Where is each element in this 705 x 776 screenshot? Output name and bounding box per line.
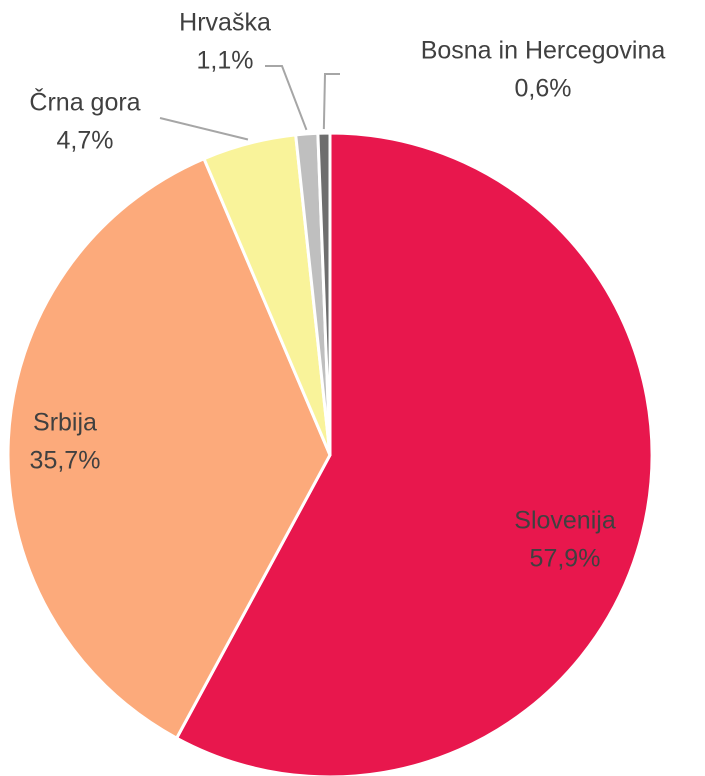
slice-label: Bosna in Hercegovina <box>421 37 666 65</box>
leader-line <box>159 117 249 141</box>
slice-value-label: 1,1% <box>197 47 254 75</box>
pie-slice <box>174 131 654 776</box>
slice-label: Črna gora <box>29 88 140 117</box>
leader-line <box>322 73 340 130</box>
slice-value-label: 0,6% <box>515 75 572 103</box>
slice-label: Slovenija <box>514 507 616 535</box>
slice-label: Srbija <box>33 409 97 437</box>
pie-slice <box>6 156 332 741</box>
pie-slice <box>316 131 332 456</box>
slice-value-label: 4,7% <box>57 127 114 155</box>
slice-value-label: 35,7% <box>30 447 101 475</box>
slice-label: Hrvaška <box>179 9 271 37</box>
slice-value-label: 57,9% <box>530 545 601 573</box>
leader-line <box>265 65 308 131</box>
